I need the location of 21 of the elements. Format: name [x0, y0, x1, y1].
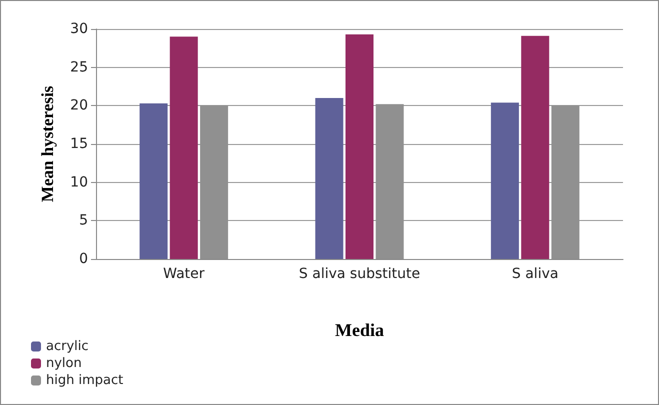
bar — [490, 102, 519, 259]
x-tick-label: S aliva — [512, 266, 558, 282]
legend-label: high impact — [46, 373, 124, 388]
y-tick-label: 0 — [79, 251, 88, 267]
y-tick-label: 10 — [70, 174, 88, 190]
y-tick-label: 30 — [70, 21, 88, 37]
bar — [140, 103, 168, 259]
y-tick-label: 20 — [70, 98, 88, 114]
x-tick-label: S aliva substitute — [298, 266, 420, 282]
bar — [521, 36, 550, 259]
y-tick-label: 25 — [70, 59, 88, 76]
bar — [346, 34, 374, 259]
y-tick-label: 15 — [70, 136, 88, 152]
x-axis-title: Media — [335, 320, 384, 340]
bar — [170, 36, 198, 259]
legend-label: nylon — [46, 356, 82, 371]
x-tick-label: Water — [163, 266, 205, 282]
y-axis-title: Mean hysteresis — [38, 85, 57, 202]
bar — [315, 98, 344, 259]
y-tick-label: 5 — [79, 212, 88, 229]
legend-label: acrylic — [46, 339, 89, 354]
